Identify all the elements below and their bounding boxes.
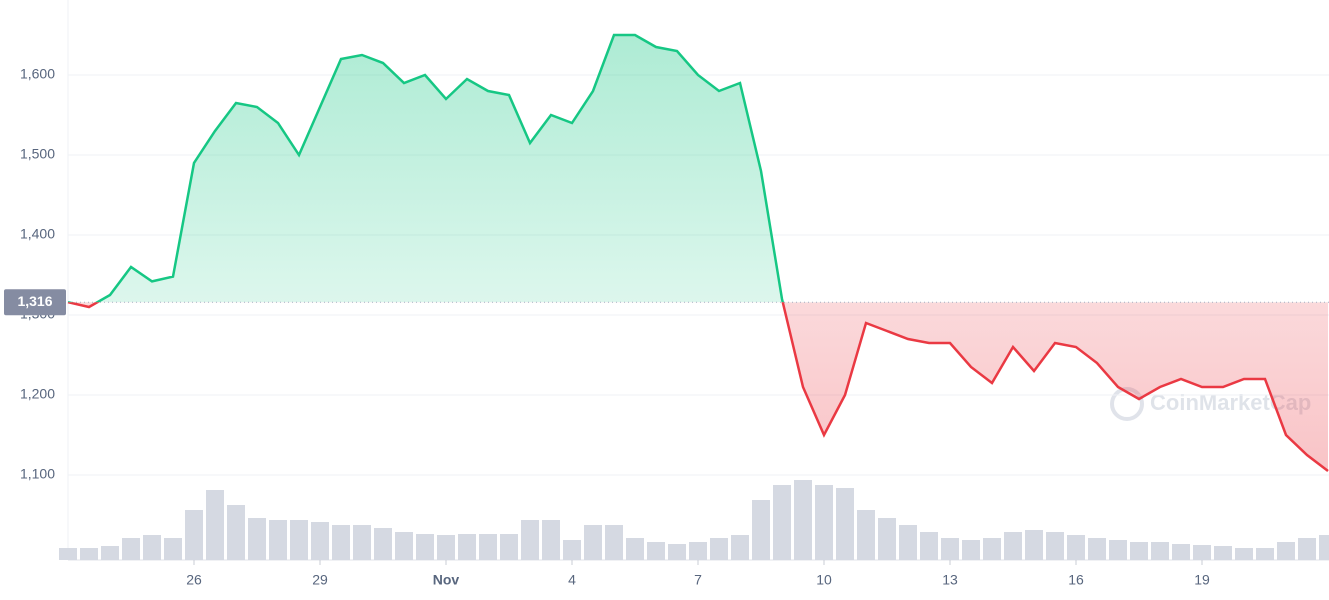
volume-bar — [1235, 548, 1253, 560]
volume-bar — [1109, 540, 1127, 560]
volume-bar — [227, 505, 245, 560]
x-tick-label: 4 — [568, 572, 576, 588]
x-tick-label: 7 — [694, 572, 702, 588]
volume-bar — [437, 535, 455, 560]
volume-bar — [1319, 535, 1329, 560]
volume-bar — [1193, 545, 1211, 560]
volume-bar — [269, 520, 287, 560]
volume-bar — [710, 538, 728, 560]
volume-bar — [1025, 530, 1043, 560]
volume-bar — [689, 542, 707, 560]
y-tick-label: 1,600 — [20, 66, 55, 82]
volume-bar — [647, 542, 665, 560]
x-tick-label: 29 — [312, 572, 328, 588]
volume-bar — [731, 535, 749, 560]
volume-bar — [752, 500, 770, 560]
area-down — [68, 302, 1328, 471]
y-tick-label: 1,200 — [20, 386, 55, 402]
volume-bar — [1088, 538, 1106, 560]
volume-bar — [80, 548, 98, 560]
volume-bar — [1004, 532, 1022, 560]
volume-bar — [773, 485, 791, 560]
volume-bar — [122, 538, 140, 560]
x-tick-label: 13 — [942, 572, 958, 588]
area-up — [68, 35, 1328, 303]
volume-bar — [248, 518, 266, 560]
y-tick-label: 1,100 — [20, 466, 55, 482]
volume-bar — [899, 525, 917, 560]
volume-bar — [878, 518, 896, 560]
volume-bar — [668, 544, 686, 560]
volume-bar — [1130, 542, 1148, 560]
volume-bar — [311, 522, 329, 560]
volume-bar — [59, 548, 77, 560]
volume-bar — [1277, 542, 1295, 560]
volume-bar — [563, 540, 581, 560]
volume-bar — [185, 510, 203, 560]
volume-bar — [857, 510, 875, 560]
volume-bar — [1298, 538, 1316, 560]
volume-bar — [962, 540, 980, 560]
x-tick-label: 10 — [816, 572, 832, 588]
volume-bar — [1172, 544, 1190, 560]
x-tick-label: 16 — [1068, 572, 1084, 588]
volume-bar — [542, 520, 560, 560]
volume-bar — [1214, 546, 1232, 560]
volume-bar — [353, 525, 371, 560]
volume-bar — [101, 546, 119, 560]
volume-bar — [1256, 548, 1274, 560]
volume-bar — [332, 525, 350, 560]
volume-bar — [500, 534, 518, 560]
volume-bar — [1046, 532, 1064, 560]
volume-bar — [836, 488, 854, 560]
volume-bar — [794, 480, 812, 560]
x-tick-label: 26 — [186, 572, 202, 588]
volume-bar — [626, 538, 644, 560]
volume-bar — [395, 532, 413, 560]
x-tick-label: 19 — [1194, 572, 1210, 588]
volume-bar — [206, 490, 224, 560]
volume-bar — [290, 520, 308, 560]
volume-bar — [1151, 542, 1169, 560]
volume-bar — [416, 534, 434, 560]
y-tick-label: 1,400 — [20, 226, 55, 242]
volume-bar — [920, 532, 938, 560]
line-up — [67, 33, 785, 303]
volume-bar — [941, 538, 959, 560]
baseline-label: 1,316 — [17, 293, 52, 309]
volume-bars — [59, 480, 1329, 560]
y-tick-label: 1,500 — [20, 146, 55, 162]
volume-bar — [1067, 535, 1085, 560]
volume-bar — [605, 525, 623, 560]
baseline-label-box — [4, 289, 66, 316]
volume-bar — [815, 485, 833, 560]
line-down — [67, 302, 1329, 472]
volume-bar — [458, 534, 476, 560]
volume-bar — [374, 528, 392, 560]
volume-bar — [983, 538, 1001, 560]
volume-bar — [143, 535, 161, 560]
x-tick-label: Nov — [433, 572, 460, 588]
volume-bar — [164, 538, 182, 560]
volume-bar — [521, 520, 539, 560]
volume-bar — [479, 534, 497, 560]
volume-bar — [584, 525, 602, 560]
